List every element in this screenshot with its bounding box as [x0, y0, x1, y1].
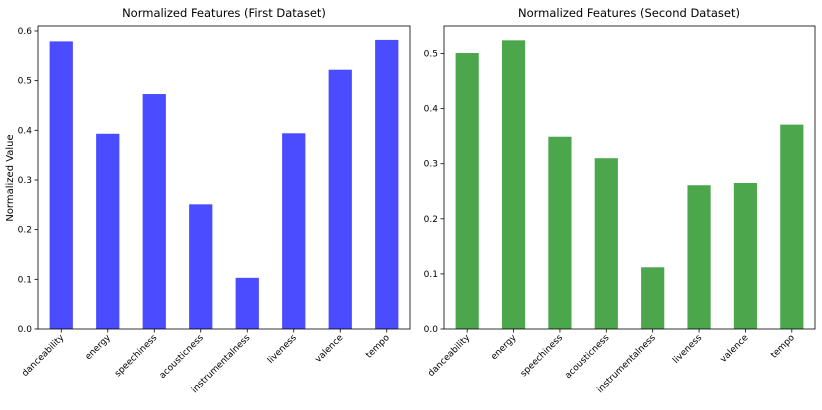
y-tick-label: 0.0	[18, 325, 33, 335]
y-tick-label: 0.1	[18, 275, 32, 285]
x-tick-label: energy	[84, 333, 114, 363]
y-tick-label: 0.5	[18, 77, 32, 87]
bar-speechiness	[142, 94, 166, 330]
y-tick-label: 0.3	[18, 176, 32, 186]
x-tick-label: acousticness	[563, 333, 611, 381]
x-ticks: danceability energy speechinessacousticnes…	[426, 329, 797, 395]
chart-title: Normalized Features (First Dataset)	[122, 6, 326, 20]
y-tick-label: 0.2	[424, 215, 438, 225]
x-tick-label: danceability	[20, 333, 66, 379]
x-ticks: danceability energy speechinessacousticnes…	[20, 329, 392, 395]
bar-energy	[501, 40, 526, 329]
y-ticks: 0.0 0.1 0.2 0.3 0.4 0.5	[424, 50, 444, 335]
bar-tempo	[780, 124, 804, 329]
bar-instrumentalness	[235, 277, 259, 329]
y-tick-label: 0.5	[424, 50, 438, 60]
y-ticks: 0.0 0.1 0.2 0.3 0.4 0.5 0.6	[18, 27, 38, 335]
y-tick-label: 0.4	[18, 126, 33, 136]
y-tick-label: 0.4	[424, 105, 439, 115]
chart-first-dataset: Normalized Features (First Dataset) Norm…	[5, 6, 411, 395]
bar-speechiness	[548, 136, 572, 329]
bar-liveness	[282, 133, 306, 329]
bar-valence	[733, 183, 758, 329]
y-axis-label: Normalized Value	[5, 134, 16, 221]
x-tick-label: valence	[719, 333, 751, 365]
plot-frame	[37, 25, 411, 330]
x-tick-label: tempo	[769, 333, 797, 361]
bars	[49, 39, 399, 330]
chart-second-dataset: Normalized Features (Second Dataset) 0.0…	[424, 6, 816, 395]
y-tick-label: 0.1	[424, 270, 438, 280]
chart-title: Normalized Features (Second Dataset)	[518, 6, 740, 20]
x-tick-label: liveness	[266, 333, 299, 366]
bar-energy	[96, 133, 120, 329]
x-tick-label: liveness	[671, 333, 704, 366]
bar-acousticness	[594, 158, 618, 329]
x-tick-label: tempo	[364, 333, 392, 361]
x-tick-label: acousticness	[158, 333, 206, 381]
bar-liveness	[687, 185, 711, 329]
x-tick-label: energy	[489, 333, 519, 363]
y-tick-label: 0.2	[18, 226, 32, 236]
x-tick-label: valence	[313, 333, 345, 365]
bar-tempo	[375, 39, 399, 329]
bars	[455, 40, 804, 330]
y-tick-label: 0.0	[424, 325, 439, 335]
plot-frame	[443, 25, 816, 330]
bar-danceability	[455, 52, 479, 330]
bar-valence	[328, 69, 352, 329]
bar-danceability	[49, 41, 73, 329]
bar-instrumentalness	[641, 267, 665, 329]
y-tick-label: 0.6	[18, 27, 33, 37]
x-tick-label: speechiness	[519, 333, 565, 379]
y-tick-label: 0.3	[424, 160, 438, 170]
bar-acousticness	[189, 204, 213, 329]
x-tick-label: danceability	[426, 333, 472, 379]
x-tick-label: speechiness	[113, 333, 159, 379]
